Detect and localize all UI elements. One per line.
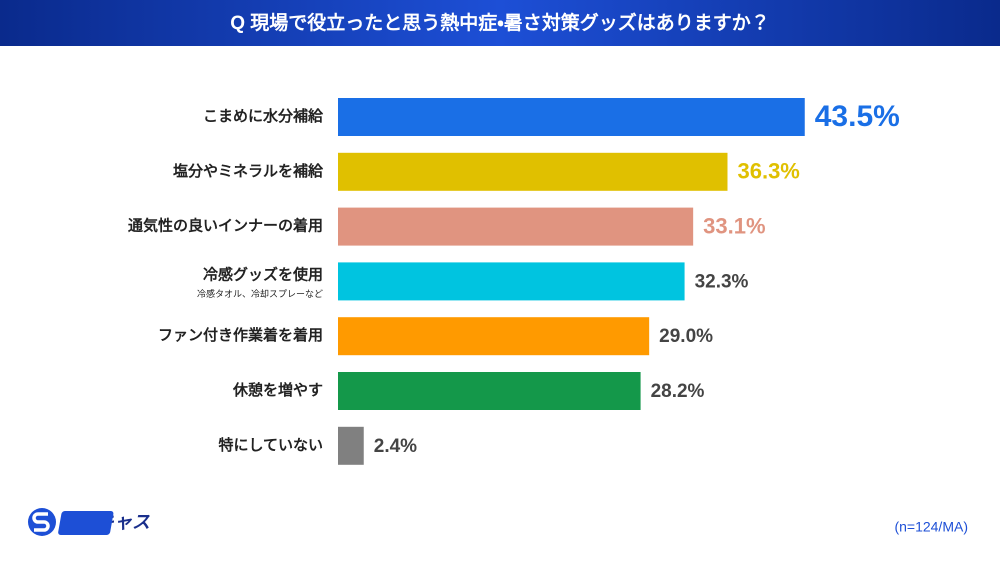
bar: [338, 372, 641, 410]
category-label: 冷感グッズを使用: [203, 265, 323, 283]
value-label: 29.0%: [659, 326, 713, 347]
value-label: 2.4%: [374, 436, 417, 457]
category-label: こまめに水分補給: [203, 107, 324, 125]
value-label: 43.5%: [815, 100, 900, 133]
category-label: 休憩を増やす: [232, 381, 323, 399]
logo-badge-text: 警備: [154, 513, 189, 531]
logo-badge: [58, 511, 114, 535]
value-label: 32.3%: [695, 271, 749, 292]
category-label: 塩分やミネラルを補給: [173, 162, 324, 180]
bar: [338, 317, 650, 356]
category-note: 冷感タオル、冷却スプレーなど: [197, 288, 323, 299]
logo-icon-mark: [32, 512, 50, 532]
category-label: ファン付き作業着を着用: [158, 326, 323, 344]
bar: [338, 152, 728, 191]
value-label: 33.1%: [703, 213, 765, 238]
bar: [338, 207, 694, 246]
category-label: 特にしていない: [218, 436, 323, 454]
value-label: 28.2%: [651, 381, 705, 402]
bar: [338, 262, 685, 301]
category-label: 通気性の良いインナーの着用: [128, 217, 323, 235]
chart-title: Q 現場で役立ったと思う熱中症・暑さ対策グッズはありますか？: [230, 11, 770, 34]
title-bar: [0, 0, 1000, 46]
sample-note: (n=124/MA): [894, 519, 968, 535]
value-label: 36.3%: [737, 159, 799, 184]
bar: [338, 426, 364, 465]
bar: [338, 98, 805, 136]
logo: プロキャス 警備: [28, 508, 189, 536]
